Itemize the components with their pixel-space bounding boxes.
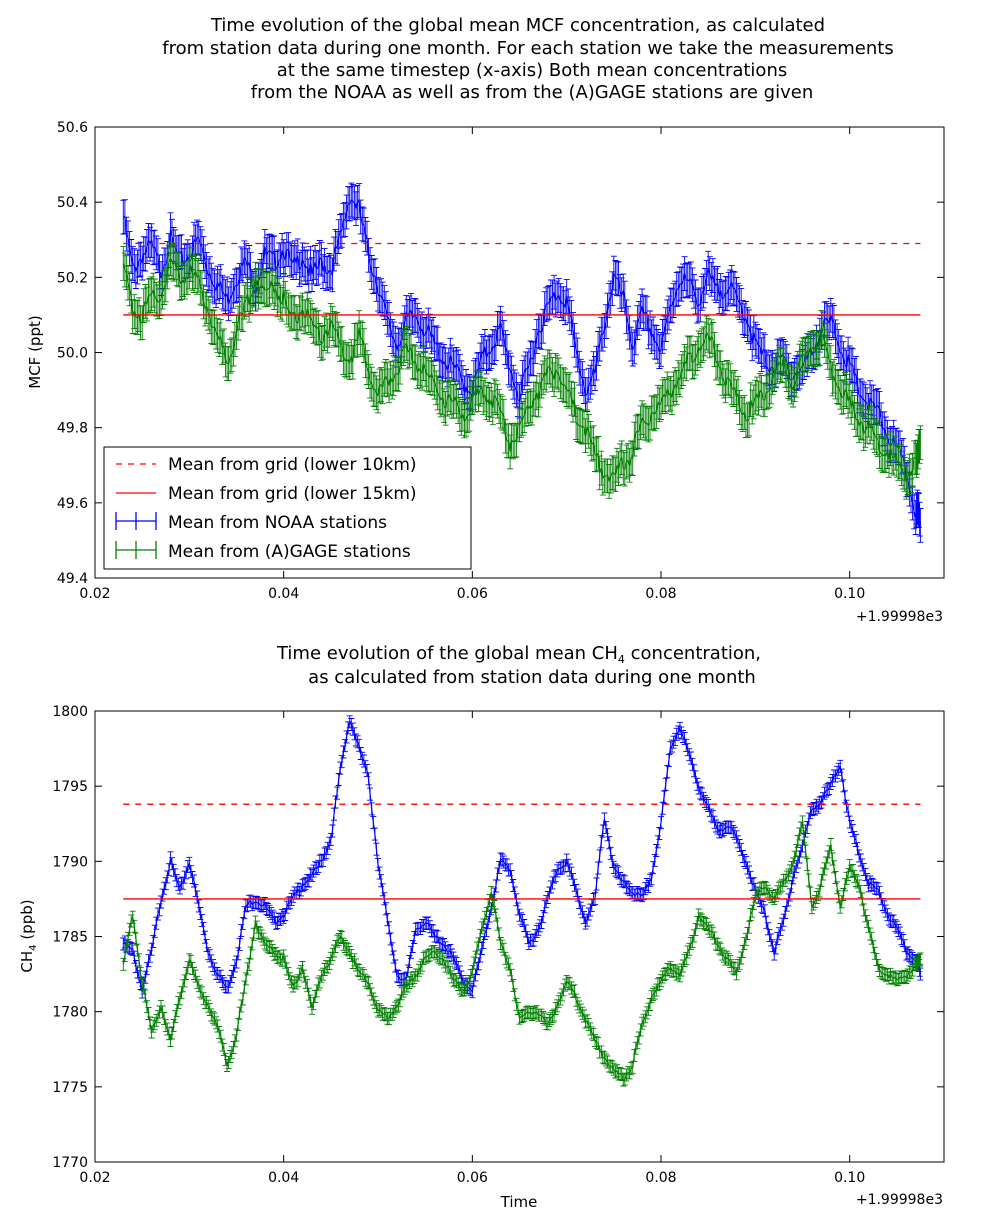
mcf-chart-title-line-2: from station data during one month. For … bbox=[162, 38, 893, 59]
ch4-x-tick-label: 0.06 bbox=[457, 1170, 488, 1186]
ch4-y-tick-label: 1790 bbox=[52, 854, 88, 870]
mcf-legend: Mean from grid (lower 10km) Mean from gr… bbox=[103, 446, 472, 570]
ch4-chart-title-line-1: Time evolution of the global mean CH4 co… bbox=[276, 643, 761, 666]
ch4-x-ticks: 0.02 0.04 0.06 0.08 0.10 bbox=[79, 711, 865, 1186]
mcf-y-tick-label: 50.0 bbox=[57, 346, 88, 362]
mcf-y-tick-label: 50.4 bbox=[57, 195, 88, 211]
mcf-line-1 bbox=[122, 257, 921, 485]
ch4-chart: Time evolution of the global mean CH4 co… bbox=[18, 643, 945, 1211]
mcf-chart-title-line-4: from the NOAA as well as from the (A)GAG… bbox=[251, 82, 813, 103]
ch4-y-tick-label: 1770 bbox=[52, 1155, 88, 1171]
ch4-y-tick-label: 1775 bbox=[52, 1080, 88, 1096]
ch4-x-offset-label: +1.99998e3 bbox=[856, 1192, 943, 1208]
mcf-chart-title-line-3: at the same timestep (x-axis) Both mean … bbox=[277, 60, 787, 81]
mcf-chart-title-line-1: Time evolution of the global mean MCF co… bbox=[210, 15, 825, 36]
mcf-y-tick-label: 50.6 bbox=[57, 120, 88, 136]
legend-swatch-noaa bbox=[115, 512, 157, 530]
legend-label-grid-10km: Mean from grid (lower 10km) bbox=[168, 455, 417, 475]
mcf-x-tick-label: 0.10 bbox=[834, 586, 865, 602]
ch4-chart-title-line-2: as calculated from station data during o… bbox=[308, 667, 756, 688]
ch4-line-1 bbox=[122, 821, 921, 1082]
mcf-y-tick-label: 49.4 bbox=[57, 571, 88, 587]
legend-label-agage: Mean from (A)GAGE stations bbox=[168, 542, 411, 562]
mcf-y-ticks: 49.4 49.6 49.8 50.0 50.2 50.4 50.6 bbox=[57, 120, 944, 587]
mcf-series-agage bbox=[120, 241, 924, 500]
mcf-x-offset-label: +1.99998e3 bbox=[856, 609, 943, 625]
ch4-x-tick-label: 0.02 bbox=[79, 1170, 110, 1186]
ch4-y-tick-label: 1785 bbox=[52, 930, 88, 946]
ch4-x-tick-label: 0.10 bbox=[834, 1170, 865, 1186]
ch4-series-noaa bbox=[120, 715, 924, 999]
mcf-y-tick-label: 49.8 bbox=[57, 421, 88, 437]
ch4-y-tick-label: 1800 bbox=[52, 704, 88, 720]
mcf-y-tick-label: 49.6 bbox=[57, 496, 88, 512]
mcf-x-tick-label: 0.02 bbox=[79, 586, 110, 602]
ch4-x-tick-label: 0.08 bbox=[645, 1170, 676, 1186]
mcf-x-tick-label: 0.04 bbox=[268, 586, 299, 602]
ch4-series-agage bbox=[120, 815, 924, 1087]
ch4-y-tick-label: 1795 bbox=[52, 779, 88, 795]
mcf-x-tick-label: 0.08 bbox=[645, 586, 676, 602]
legend-swatch-agage bbox=[115, 541, 157, 559]
legend-label-grid-15km: Mean from grid (lower 15km) bbox=[168, 484, 417, 504]
ch4-x-tick-label: 0.04 bbox=[268, 1170, 299, 1186]
mcf-x-tick-label: 0.06 bbox=[457, 586, 488, 602]
ch4-y-tick-label: 1780 bbox=[52, 1005, 88, 1021]
ch4-y-axis-label: CH4 (ppb) bbox=[18, 899, 39, 972]
mcf-y-axis-label: MCF (ppt) bbox=[26, 315, 44, 388]
ch4-x-axis-label: Time bbox=[500, 1193, 538, 1211]
mcf-chart: Time evolution of the global mean MCF co… bbox=[26, 15, 945, 625]
mcf-legend-box bbox=[103, 446, 472, 570]
ch4-y-ticks: 1770 1775 1780 1785 1790 1795 1800 bbox=[52, 704, 944, 1171]
ch4-plot-area bbox=[94, 710, 945, 1163]
mcf-y-tick-label: 50.2 bbox=[57, 270, 88, 286]
mcf-x-ticks: 0.02 0.04 0.06 0.08 0.10 bbox=[79, 127, 865, 602]
ch4-plot-background bbox=[95, 711, 944, 1162]
legend-label-noaa: Mean from NOAA stations bbox=[168, 513, 387, 533]
ch4-line-0 bbox=[122, 720, 921, 994]
